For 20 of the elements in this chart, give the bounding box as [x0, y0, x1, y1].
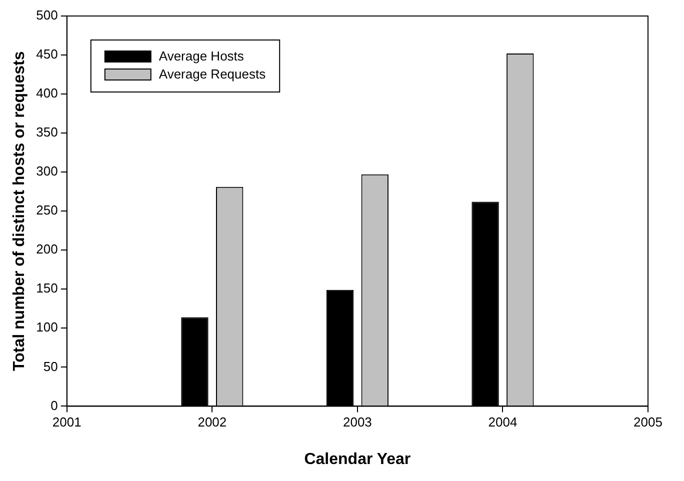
y-tick-label: 0: [50, 398, 58, 413]
y-tick-label: 300: [36, 164, 58, 179]
y-tick-label: 400: [36, 86, 58, 101]
y-tick-label: 500: [36, 8, 58, 23]
x-tick-label: 2003: [342, 414, 372, 430]
x-axis-title: Calendar Year: [304, 450, 411, 468]
y-tick-label: 350: [36, 124, 58, 140]
y-tick-label: 150: [36, 280, 58, 296]
x-tick-label: 2001: [52, 414, 82, 430]
y-tick-label: 250: [36, 202, 58, 218]
y-tick-label: 200: [36, 242, 58, 257]
legend-label: Average Hosts: [158, 48, 244, 64]
y-tick-label: 100: [36, 320, 58, 335]
y-tick-label: 450: [36, 46, 58, 62]
y-tick-label: 50: [43, 358, 58, 374]
x-tick-label: 2004: [488, 414, 518, 430]
x-tick-label: 2005: [634, 414, 662, 430]
y-axis-title: Total number of distinct hosts or requests: [11, 51, 28, 371]
x-tick-label: 2002: [198, 414, 227, 430]
legend-label: Average Requests: [158, 66, 266, 82]
